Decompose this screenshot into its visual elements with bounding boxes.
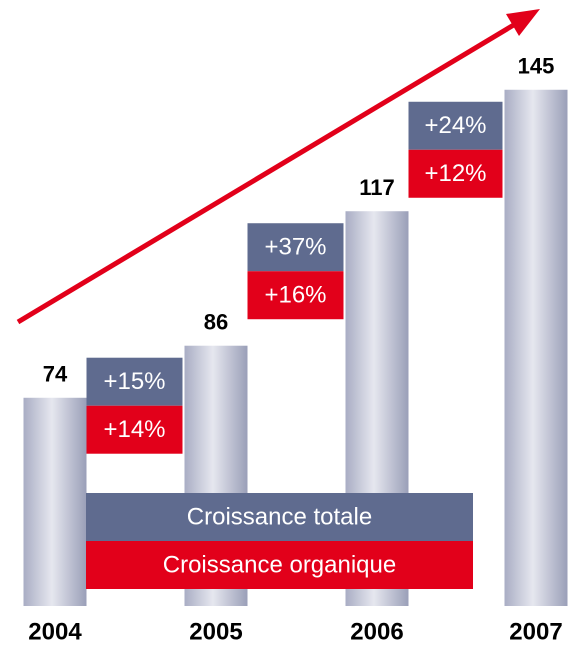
bar <box>504 89 568 607</box>
value-label: 74 <box>43 362 68 387</box>
legend-swatch <box>86 541 473 589</box>
growth-box <box>247 223 344 272</box>
growth-label: +12% <box>424 160 486 187</box>
growth-label: +15% <box>103 368 165 395</box>
bar <box>23 397 87 606</box>
x-tick-label: 2005 <box>189 618 242 645</box>
legend-swatch <box>86 493 473 541</box>
x-tick-label: 2004 <box>28 618 82 645</box>
x-tick-label: 2007 <box>509 618 562 645</box>
value-label: 86 <box>204 310 228 335</box>
growth-label: +14% <box>103 416 165 443</box>
value-label: 117 <box>359 175 395 200</box>
growth-box <box>86 357 183 406</box>
x-tick-label: 2006 <box>350 618 403 645</box>
growth-label: +37% <box>264 234 326 261</box>
value-label: 145 <box>518 54 555 79</box>
growth-label: +24% <box>424 112 486 139</box>
trend-arrow <box>16 9 540 325</box>
growth-box <box>408 101 503 150</box>
growth-box <box>247 271 344 320</box>
growth-label: +16% <box>264 282 326 309</box>
growth-box <box>86 405 183 454</box>
legend-label: Croissance totale <box>187 503 372 530</box>
growth-box <box>408 149 503 198</box>
legend-label: Croissance organique <box>163 551 396 578</box>
